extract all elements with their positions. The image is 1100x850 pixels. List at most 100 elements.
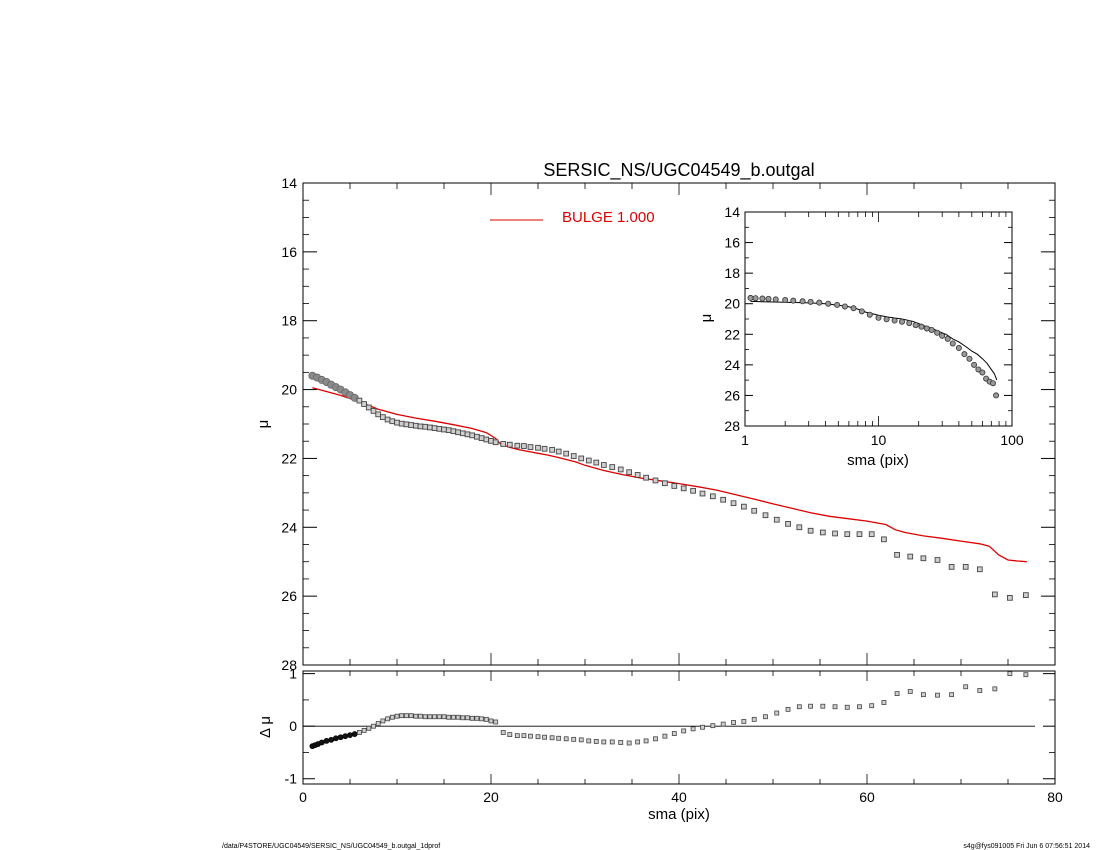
residual-data-point — [483, 716, 489, 722]
inset-y-tick-label: 18 — [724, 265, 740, 281]
main-data-point — [634, 472, 641, 478]
bulge-model-line — [312, 387, 1027, 563]
main-data-point — [380, 414, 386, 420]
inset-data-point — [825, 300, 832, 307]
main-data-point — [422, 423, 429, 430]
residual-data-point — [432, 714, 438, 720]
residual-x-tick-label: 60 — [859, 789, 875, 805]
residual-data-point — [389, 714, 395, 720]
inset-data-point — [765, 295, 772, 302]
residual-data-point — [528, 733, 533, 739]
main-data-point — [680, 485, 687, 492]
residual-data-point — [465, 715, 470, 721]
inset-y-tick-label: 16 — [724, 235, 740, 251]
residual-y-tick-label: 0 — [289, 718, 297, 734]
residual-data-point — [653, 736, 658, 742]
residual-data-point — [907, 689, 913, 694]
residual-data-point — [394, 713, 400, 719]
residual-data-point — [808, 703, 813, 709]
residual-data-point — [460, 715, 466, 721]
main-data-point — [459, 430, 466, 437]
residual-data-point — [593, 739, 599, 744]
main-data-point — [593, 459, 600, 466]
residual-data-point — [488, 718, 494, 724]
main-y-tick-label: 28 — [281, 657, 297, 673]
residual-data-point — [949, 692, 954, 698]
residual-data-point — [690, 726, 696, 732]
residual-data-point — [500, 730, 506, 735]
main-data-point — [450, 428, 457, 435]
residual-data-point — [741, 719, 747, 724]
inset-data-point — [752, 295, 759, 302]
residual-data-point — [710, 723, 716, 729]
residual-data-point — [342, 733, 349, 740]
main-data-point — [773, 516, 780, 523]
residual-data-point — [427, 714, 433, 720]
main-data-point — [807, 527, 814, 534]
main-data-point — [464, 431, 471, 438]
residual-data-point — [323, 738, 330, 744]
main-data-point — [394, 419, 400, 426]
residual-data-point — [418, 713, 423, 719]
residual-data-point — [371, 723, 376, 729]
inset-data-point — [891, 317, 898, 324]
inset-data-point — [923, 325, 930, 332]
residual-data-point — [763, 714, 768, 720]
main-data-point — [976, 566, 983, 573]
main-data-point — [643, 474, 649, 481]
residual-data-point — [844, 704, 850, 710]
residual-data-point — [479, 716, 485, 722]
main-y-tick-label: 14 — [281, 175, 297, 191]
inset-data-point — [790, 297, 797, 304]
inset-data-point — [928, 327, 935, 334]
main-data-point — [549, 446, 555, 453]
inset-data-point — [816, 299, 823, 306]
residual-data-point — [992, 686, 998, 692]
main-data-point — [907, 553, 914, 560]
main-data-point — [652, 477, 659, 484]
main-data-point — [662, 480, 668, 487]
inset-data-point — [966, 355, 973, 362]
main-data-point — [690, 487, 696, 494]
main-y-ticks: 14 16 18 20 22 24 26 28 — [281, 175, 1055, 673]
residual-x-tick-label: 20 — [483, 789, 499, 805]
main-data-point — [578, 455, 585, 462]
inset-data-point — [875, 314, 882, 321]
inset-data-point — [759, 295, 766, 302]
residual-data-point — [403, 713, 409, 719]
residual-data-point — [731, 720, 736, 725]
main-data-point — [431, 425, 438, 431]
inset-data-point — [944, 335, 951, 342]
main-data-point — [991, 591, 998, 598]
residual-data-point — [436, 714, 442, 720]
inset-data-marks — [747, 294, 1000, 399]
inset-data-point — [971, 361, 978, 368]
inset-y-tick-label: 14 — [724, 204, 740, 220]
main-data-point — [521, 443, 527, 449]
inset-data-point — [961, 351, 968, 358]
residual-data-point — [671, 731, 677, 736]
main-y-tick-label: 18 — [281, 313, 297, 329]
inset-data-point — [782, 297, 789, 304]
main-data-point — [626, 469, 633, 476]
main-data-point — [492, 439, 499, 446]
main-y-tick-label: 26 — [281, 588, 297, 604]
main-y-tick-label: 24 — [281, 519, 297, 535]
residual-data-point — [609, 739, 615, 745]
main-profile-panel: SERSIC_NS/UGC04549_b.outgal 14 16 18 20 22 24… — [255, 160, 1056, 673]
residual-data-point — [375, 721, 381, 726]
residual-data-point — [549, 735, 555, 741]
residual-data-point — [469, 715, 475, 721]
residual-data-point — [720, 721, 726, 727]
residual-data-point — [351, 731, 358, 737]
inset-data-point — [858, 308, 865, 315]
main-y-tick-label: 20 — [281, 382, 297, 398]
main-data-point — [868, 531, 875, 538]
main-data-point — [762, 512, 769, 519]
inset-y-tick-label: 20 — [724, 296, 740, 312]
inset-x-tick-label: 10 — [871, 432, 887, 448]
residual-data-point — [820, 703, 826, 709]
residual-data-point — [563, 736, 569, 742]
main-data-point — [1023, 592, 1029, 598]
main-data-point — [361, 401, 367, 407]
